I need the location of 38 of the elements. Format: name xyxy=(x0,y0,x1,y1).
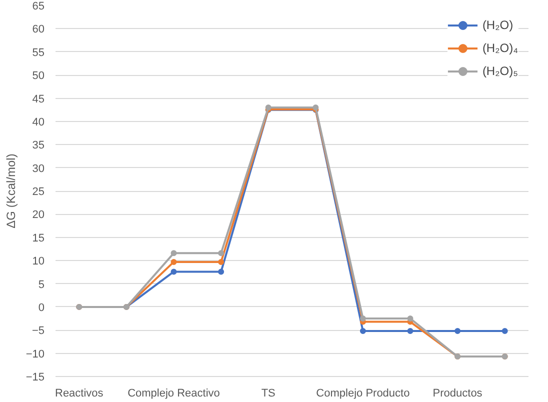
y-axis-title: ΔG (Kcal/mol) xyxy=(4,154,18,228)
legend-label: (H₂O) xyxy=(482,18,514,32)
point xyxy=(170,268,177,275)
y-tick-label: 0 xyxy=(38,302,45,314)
x-tick-label: Complejo Reactivo xyxy=(128,388,220,400)
y-tick-label: −10 xyxy=(26,348,45,360)
point xyxy=(218,250,224,256)
legend-label: (H₂O)₅ xyxy=(482,64,518,78)
y-tick-label: 40 xyxy=(32,116,45,128)
x-tick-label: Reactivos xyxy=(55,388,104,400)
point xyxy=(218,268,224,275)
point xyxy=(502,328,508,334)
y-tick-label: 60 xyxy=(32,24,45,36)
y-tick-label: 30 xyxy=(32,162,45,175)
y-tick-label: 5 xyxy=(38,278,45,291)
point xyxy=(170,258,177,265)
x-tick-label: Complejo Producto xyxy=(316,388,410,400)
point xyxy=(360,328,366,334)
point xyxy=(218,258,224,265)
point xyxy=(454,328,461,334)
y-tick-label: −5 xyxy=(32,325,45,338)
y-tick-label: 10 xyxy=(32,256,45,268)
y-tick-label: 45 xyxy=(32,93,45,106)
y-tick-label: 50 xyxy=(32,70,45,82)
y-tick-label: 20 xyxy=(32,209,45,222)
y-tick-label: 65 xyxy=(32,0,45,12)
point xyxy=(170,250,177,256)
point xyxy=(407,316,414,322)
y-tick-label: 55 xyxy=(32,46,45,59)
point xyxy=(360,316,366,322)
y-tick-label: 25 xyxy=(32,186,45,198)
x-tick-label: TS xyxy=(261,388,276,400)
y-tick-label: −15 xyxy=(26,372,45,384)
x-tick-label: Productos xyxy=(432,388,483,400)
point xyxy=(407,328,414,334)
y-tick-label: 15 xyxy=(32,232,45,244)
y-tick-label: 35 xyxy=(32,140,45,152)
legend-label: (H₂O)₄ xyxy=(482,41,518,55)
